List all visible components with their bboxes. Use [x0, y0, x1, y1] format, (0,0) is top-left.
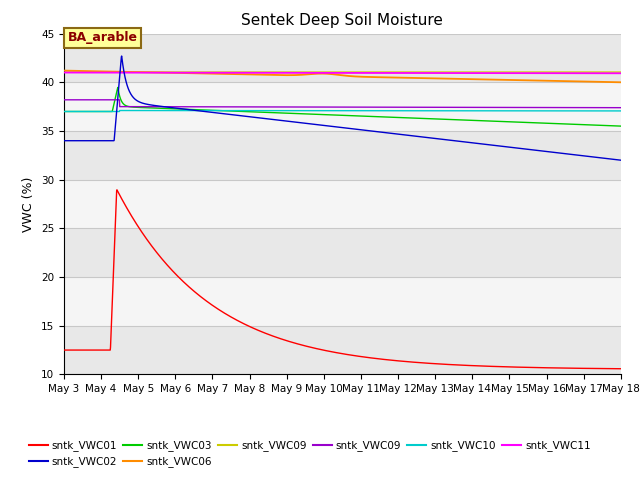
sntk_VWC09: [316, 69, 324, 75]
sntk_VWC01: [316, 347, 324, 352]
Bar: [64, 131, 621, 180]
sntk_VWC09: [316, 104, 324, 110]
sntk_VWC11: [331, 70, 339, 76]
sntk_VWC10: [88, 108, 96, 114]
sntk_VWC09: [499, 105, 506, 110]
sntk_VWC06: [316, 71, 324, 76]
sntk_VWC06: [600, 79, 608, 85]
sntk_VWC10: [316, 108, 324, 114]
sntk_VWC06: [601, 79, 609, 85]
sntk_VWC01: [331, 349, 339, 355]
sntk_VWC09: [60, 69, 68, 75]
sntk_VWC01: [601, 366, 609, 372]
Bar: [64, 277, 621, 326]
sntk_VWC03: [88, 108, 96, 114]
sntk_VWC09: [617, 69, 625, 75]
sntk_VWC09: [499, 69, 506, 75]
Line: sntk_VWC06: sntk_VWC06: [64, 71, 621, 82]
sntk_VWC09: [60, 97, 68, 103]
sntk_VWC10: [601, 108, 609, 114]
sntk_VWC01: [601, 366, 609, 372]
Bar: [64, 82, 621, 131]
sntk_VWC06: [88, 68, 96, 74]
sntk_VWC09: [600, 69, 608, 75]
sntk_VWC02: [60, 138, 68, 144]
sntk_VWC10: [116, 108, 124, 113]
sntk_VWC09: [88, 69, 96, 75]
Legend: sntk_VWC01, sntk_VWC02, sntk_VWC03, sntk_VWC06, sntk_VWC09, sntk_VWC09, sntk_VWC: sntk_VWC01, sntk_VWC02, sntk_VWC03, sntk…: [25, 436, 595, 471]
sntk_VWC03: [601, 122, 609, 128]
sntk_VWC09: [600, 105, 608, 110]
sntk_VWC10: [331, 108, 339, 114]
sntk_VWC02: [316, 122, 324, 128]
sntk_VWC02: [601, 156, 609, 161]
sntk_VWC01: [617, 366, 625, 372]
Bar: [64, 228, 621, 277]
sntk_VWC02: [601, 156, 609, 161]
sntk_VWC03: [601, 122, 609, 128]
sntk_VWC09: [331, 104, 339, 110]
sntk_VWC02: [118, 53, 125, 59]
sntk_VWC06: [499, 77, 506, 83]
sntk_VWC03: [114, 84, 122, 90]
sntk_VWC02: [617, 157, 625, 163]
Bar: [64, 34, 621, 82]
sntk_VWC01: [113, 187, 121, 192]
sntk_VWC06: [331, 72, 339, 77]
sntk_VWC03: [617, 123, 625, 129]
sntk_VWC11: [600, 71, 608, 76]
Y-axis label: VWC (%): VWC (%): [22, 176, 35, 232]
sntk_VWC02: [88, 138, 96, 144]
sntk_VWC10: [499, 108, 506, 114]
sntk_VWC02: [499, 144, 506, 149]
sntk_VWC01: [60, 347, 68, 353]
sntk_VWC03: [316, 111, 324, 117]
sntk_VWC09: [331, 69, 339, 75]
sntk_VWC10: [601, 108, 609, 114]
Bar: [64, 180, 621, 228]
sntk_VWC03: [331, 112, 339, 118]
sntk_VWC01: [499, 364, 506, 370]
sntk_VWC10: [60, 108, 68, 114]
Line: sntk_VWC02: sntk_VWC02: [64, 56, 621, 160]
sntk_VWC03: [60, 108, 68, 114]
Line: sntk_VWC10: sntk_VWC10: [64, 110, 621, 111]
sntk_VWC06: [617, 79, 625, 85]
sntk_VWC09: [601, 105, 609, 110]
sntk_VWC09: [601, 69, 609, 75]
sntk_VWC11: [316, 70, 324, 76]
sntk_VWC09: [88, 97, 96, 103]
Bar: [64, 326, 621, 374]
sntk_VWC11: [60, 70, 68, 75]
sntk_VWC02: [331, 124, 339, 130]
Line: sntk_VWC09: sntk_VWC09: [64, 100, 621, 108]
sntk_VWC11: [601, 71, 609, 76]
Line: sntk_VWC01: sntk_VWC01: [64, 190, 621, 369]
sntk_VWC11: [88, 70, 96, 75]
sntk_VWC06: [60, 68, 68, 73]
sntk_VWC03: [499, 119, 506, 124]
Text: BA_arable: BA_arable: [68, 31, 138, 44]
Title: Sentek Deep Soil Moisture: Sentek Deep Soil Moisture: [241, 13, 444, 28]
sntk_VWC11: [499, 70, 506, 76]
Line: sntk_VWC11: sntk_VWC11: [64, 72, 621, 73]
Line: sntk_VWC03: sntk_VWC03: [64, 87, 621, 126]
sntk_VWC11: [617, 71, 625, 76]
sntk_VWC10: [617, 108, 625, 114]
sntk_VWC01: [88, 347, 96, 353]
sntk_VWC09: [617, 105, 625, 110]
